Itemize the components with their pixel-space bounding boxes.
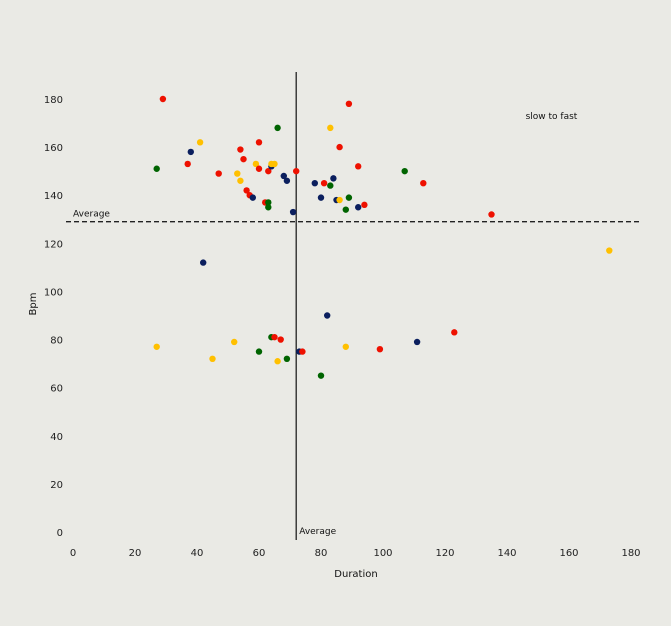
data-point-green (274, 124, 281, 132)
y-tick-label: 60 (50, 384, 63, 395)
data-point-red (451, 329, 458, 336)
data-point-yellow (606, 247, 613, 254)
data-point-yellow (271, 160, 278, 168)
average-duration-label: Average (299, 527, 336, 537)
reference-lines: Average Average (66, 72, 641, 540)
data-point-red (255, 165, 263, 172)
data-point-red (265, 167, 272, 175)
data-point-navy (249, 194, 256, 201)
data-point-green (283, 355, 291, 362)
data-point-red (243, 187, 250, 194)
data-point-red (277, 336, 284, 343)
y-tick-label: 180 (44, 95, 63, 106)
data-point-green (345, 194, 353, 201)
x-tick-label: 160 (559, 548, 578, 559)
y-tick-label: 0 (57, 528, 63, 539)
data-point-yellow (252, 160, 260, 168)
data-point-yellow (196, 139, 204, 146)
x-tick-label: 0 (70, 548, 76, 559)
y-tick-label: 20 (50, 480, 63, 491)
data-point-navy (187, 148, 194, 156)
x-tick-label: 60 (253, 548, 266, 559)
data-point-red (293, 167, 300, 175)
y-tick-label: 100 (44, 287, 63, 298)
y-tick-label: 120 (44, 239, 63, 250)
data-point-navy (330, 175, 337, 182)
data-point-green (317, 372, 325, 379)
data-point-red (299, 348, 306, 355)
data-point-red (488, 211, 495, 218)
data-point-red (215, 170, 222, 177)
data-point-green (265, 204, 272, 211)
data-point-yellow (237, 177, 244, 184)
data-point-yellow (336, 196, 343, 204)
data-point-red (255, 139, 263, 146)
y-axis-label: Bpm (28, 293, 39, 316)
data-point-green (255, 348, 263, 355)
data-points (153, 95, 613, 379)
x-tick-label: 100 (373, 548, 392, 559)
data-point-navy (200, 259, 207, 266)
average-bpm-label: Average (73, 210, 110, 220)
data-point-green (401, 167, 408, 175)
data-point-navy (324, 312, 331, 319)
data-point-red (345, 100, 353, 108)
data-point-yellow (231, 338, 238, 346)
data-point-red (336, 143, 343, 151)
y-tick-label: 140 (44, 191, 63, 202)
data-point-navy (355, 204, 362, 211)
data-point-red (184, 160, 191, 168)
data-point-yellow (327, 124, 334, 132)
data-point-green (342, 206, 349, 213)
data-point-yellow (209, 355, 216, 362)
x-tick-label: 180 (621, 548, 640, 559)
data-point-navy (311, 179, 318, 187)
data-point-red (420, 179, 427, 187)
annotation-text: slow to fast (526, 112, 578, 122)
data-point-yellow (153, 343, 160, 350)
data-point-red (271, 333, 278, 341)
data-point-yellow (274, 358, 281, 365)
data-point-green (153, 165, 160, 172)
data-point-green (327, 182, 334, 189)
annotations: slow to fast (526, 112, 578, 122)
x-tick-label: 140 (497, 548, 516, 559)
data-point-red (240, 155, 247, 163)
data-point-green (265, 199, 272, 206)
data-point-navy (413, 338, 421, 346)
x-tick-label: 80 (315, 548, 328, 559)
x-axis-ticks: 0 20 40 60 80 100 120 140 160 180 (70, 548, 641, 559)
data-point-yellow (234, 170, 241, 177)
y-tick-label: 80 (50, 336, 63, 347)
data-point-navy (280, 172, 287, 180)
data-point-navy (289, 208, 297, 216)
data-point-red (376, 345, 384, 353)
data-point-red (361, 201, 368, 209)
x-tick-label: 120 (435, 548, 454, 559)
y-tick-label: 40 (50, 432, 63, 443)
data-point-red (320, 179, 328, 187)
y-tick-label: 160 (44, 143, 63, 154)
data-point-red (355, 163, 362, 170)
x-tick-label: 20 (129, 548, 142, 559)
data-point-yellow (342, 343, 349, 350)
x-axis-label: Duration (334, 569, 377, 580)
data-point-red (159, 95, 167, 103)
data-point-navy (283, 177, 291, 184)
data-point-navy (317, 194, 325, 201)
data-point-red (237, 146, 244, 153)
x-tick-label: 40 (191, 548, 204, 559)
y-axis-ticks: 0 20 40 60 80 100 120 140 160 180 (44, 95, 63, 539)
